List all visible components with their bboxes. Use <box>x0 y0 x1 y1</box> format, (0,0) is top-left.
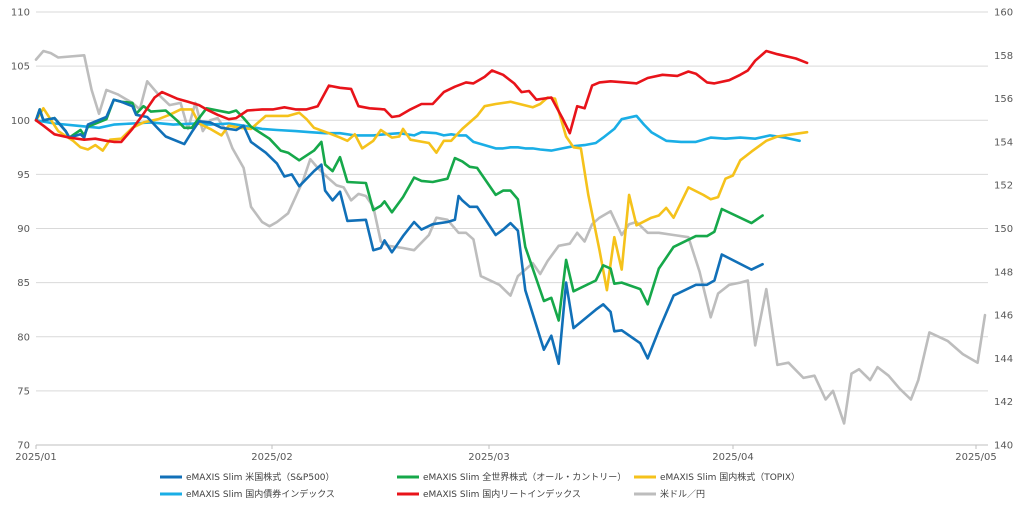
x-tick-label: 2025/04 <box>712 452 754 463</box>
y-left-tick-label: 85 <box>17 278 30 289</box>
y-left-tick-label: 100 <box>11 116 30 127</box>
y-left-tick-label: 70 <box>17 441 30 452</box>
series-line <box>34 96 809 292</box>
y-right-tick-label: 154 <box>994 137 1013 148</box>
y-right-tick-label: 160 <box>994 8 1013 19</box>
legend-label: eMAXIS Slim 国内債券インデックス <box>186 488 335 500</box>
y-left-tick-label: 105 <box>11 62 30 73</box>
x-tick-label: 2025/05 <box>955 452 997 463</box>
series-line <box>34 49 987 425</box>
series-line <box>34 98 764 366</box>
legend-label: eMAXIS Slim 国内リートインデックス <box>423 488 581 500</box>
x-tick-label: 2025/02 <box>251 452 293 463</box>
y-right-tick-label: 152 <box>994 181 1013 192</box>
legend-label: eMAXIS Slim 米国株式（S&P500） <box>186 471 335 483</box>
y-left-tick-label: 80 <box>17 332 30 343</box>
x-tick-label: 2025/01 <box>15 452 57 463</box>
y-right-tick-label: 142 <box>994 397 1013 408</box>
y-right-tick-label: 146 <box>994 311 1013 322</box>
y-left-tick-label: 95 <box>17 170 30 181</box>
x-tick-label: 2025/03 <box>468 452 510 463</box>
y-right-tick-label: 144 <box>994 354 1013 365</box>
series-line <box>34 98 764 322</box>
y-right-tick-label: 140 <box>994 441 1013 452</box>
series-line <box>34 49 809 144</box>
y-right-tick-label: 158 <box>994 51 1013 62</box>
y-left-tick-label: 75 <box>17 386 30 397</box>
series-line <box>34 114 801 152</box>
legend-label: eMAXIS Slim 全世界株式（オール・カントリー） <box>423 471 626 483</box>
y-right-tick-label: 148 <box>994 267 1013 278</box>
legend-label: 米ドル／円 <box>660 488 705 500</box>
y-right-tick-label: 150 <box>994 224 1013 235</box>
y-right-tick-label: 156 <box>994 94 1013 105</box>
legend-label: eMAXIS Slim 国内株式（TOPIX） <box>660 471 800 483</box>
y-left-tick-label: 110 <box>11 8 30 19</box>
y-left-tick-label: 90 <box>17 224 30 235</box>
gridlines <box>36 11 988 446</box>
